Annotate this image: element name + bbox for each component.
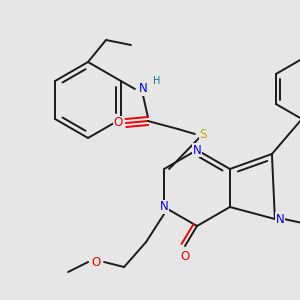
Text: O: O	[180, 250, 190, 262]
Text: O: O	[92, 256, 101, 268]
Text: O: O	[113, 116, 122, 130]
Text: N: N	[139, 82, 147, 95]
Text: N: N	[275, 212, 284, 226]
Text: S: S	[199, 128, 207, 140]
Text: H: H	[153, 76, 161, 86]
Text: N: N	[193, 143, 201, 157]
Text: N: N	[160, 200, 169, 214]
